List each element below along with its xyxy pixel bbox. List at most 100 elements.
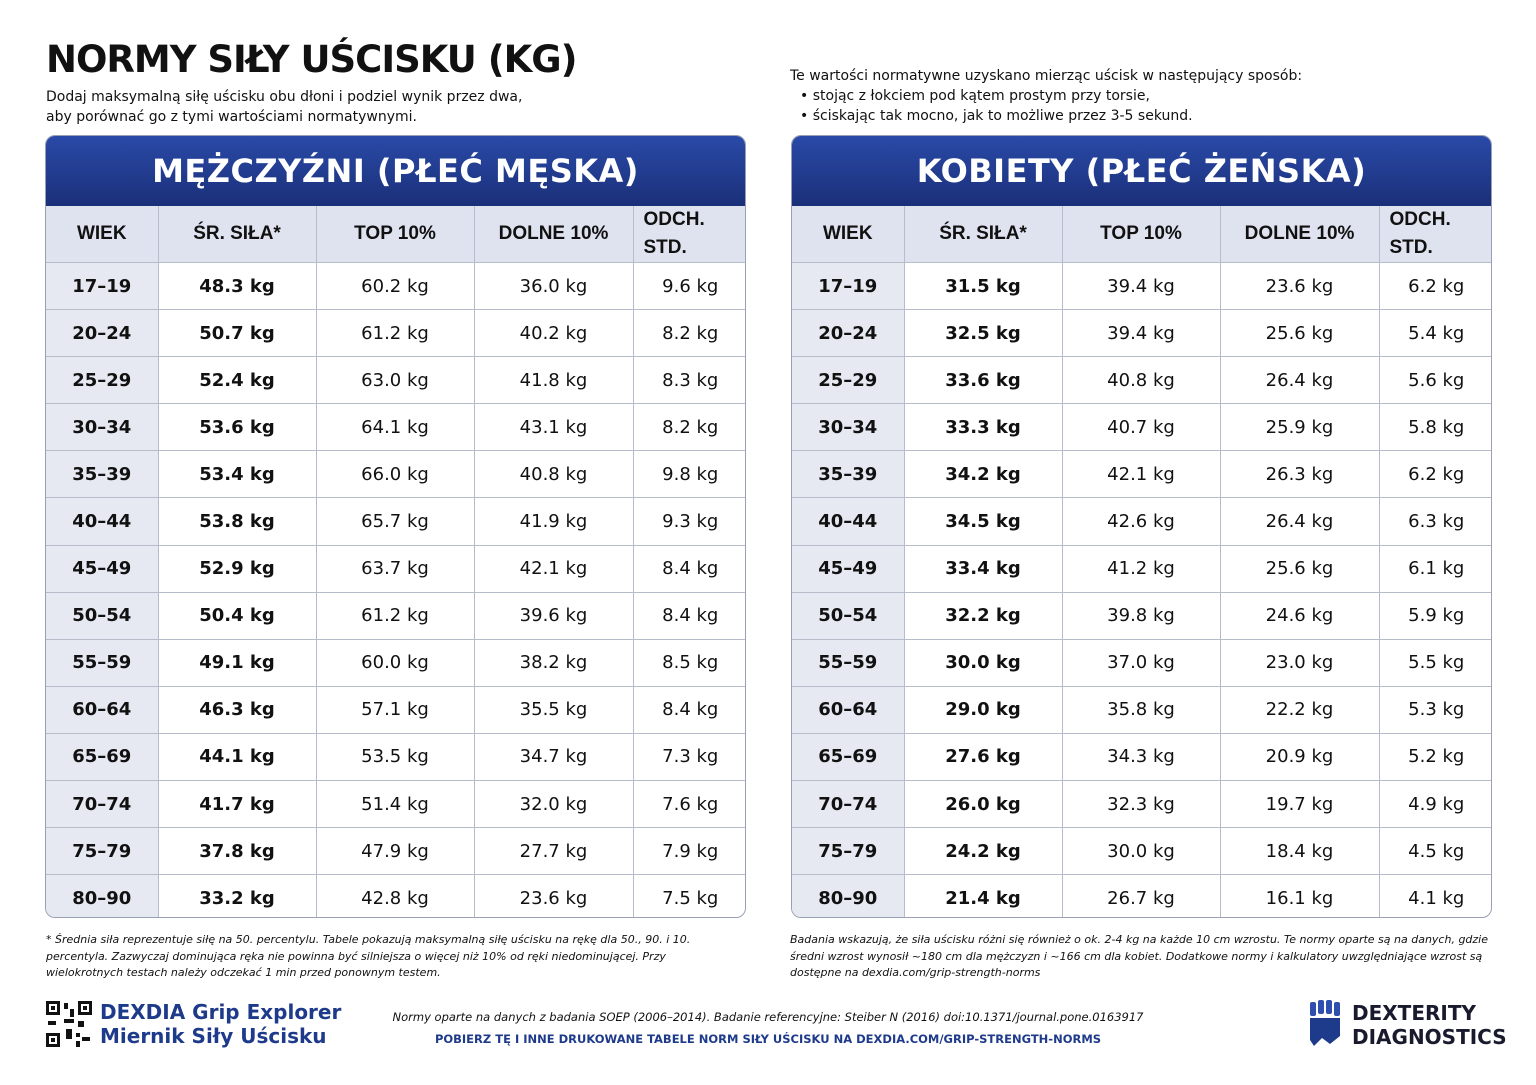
age-cell: 30–34 xyxy=(46,403,159,452)
bottom10-cell: 26.3 kg xyxy=(1220,450,1380,499)
table-row: 17–19 31.5 kg 39.4 kg 23.6 kg 6.2 kg xyxy=(792,262,1491,311)
std-dev-cell: 9.3 kg xyxy=(633,497,745,546)
age-cell: 60–64 xyxy=(792,686,905,734)
table-title: MĘŻCZYŹNI (PŁEĆ MĘSKA) xyxy=(46,136,745,206)
age-cell: 17–19 xyxy=(792,262,905,311)
table-row: 70–74 26.0 kg 32.3 kg 19.7 kg 4.9 kg xyxy=(792,780,1491,829)
table-row: 75–79 37.8 kg 47.9 kg 27.7 kg 7.9 kg xyxy=(46,827,745,876)
footnote-right: Badania wskazują, że siła uścisku różni … xyxy=(790,933,1489,979)
subtitle: Dodaj maksymalną siłę uścisku obu dłoni … xyxy=(46,87,566,127)
download-link[interactable]: POBIERZ TĘ I INNE DRUKOWANE TABELE NORM … xyxy=(434,1032,1102,1046)
bottom10-cell: 25.6 kg xyxy=(1220,309,1380,358)
std-dev-cell: 6.1 kg xyxy=(1379,545,1491,593)
table-row: 50–54 50.4 kg 61.2 kg 39.6 kg 8.4 kg xyxy=(46,592,745,640)
table-row: 65–69 27.6 kg 34.3 kg 20.9 kg 5.2 kg xyxy=(792,733,1491,782)
top10-cell: 60.0 kg xyxy=(316,639,475,687)
table-row: 55–59 30.0 kg 37.0 kg 23.0 kg 5.5 kg xyxy=(792,639,1491,687)
table-row: 80–90 33.2 kg 42.8 kg 23.6 kg 7.5 kg xyxy=(46,874,745,917)
method-intro: Te wartości normatywne uzyskano mierząc … xyxy=(790,68,1303,84)
reference-text: Normy oparte na danych z badania SOEP (2… xyxy=(392,1010,1144,1024)
age-cell: 55–59 xyxy=(46,639,159,687)
table-row: 30–34 53.6 kg 64.1 kg 43.1 kg 8.2 kg xyxy=(46,403,745,452)
age-cell: 45–49 xyxy=(792,545,905,593)
table-row: 25–29 52.4 kg 63.0 kg 41.8 kg 8.3 kg xyxy=(46,356,745,405)
bottom10-cell: 27.7 kg xyxy=(474,827,634,876)
std-dev-cell: 8.5 kg xyxy=(633,639,745,687)
column-header: TOP 10% xyxy=(316,206,475,263)
table-row: 35–39 53.4 kg 66.0 kg 40.8 kg 9.8 kg xyxy=(46,450,745,499)
age-cell: 80–90 xyxy=(792,874,905,917)
avg-strength-cell: 37.8 kg xyxy=(158,827,317,876)
top10-cell: 40.7 kg xyxy=(1062,403,1221,452)
method-description: Te wartości normatywne uzyskano mierząc … xyxy=(790,66,1302,126)
top10-cell: 57.1 kg xyxy=(316,686,475,734)
age-cell: 20–24 xyxy=(792,309,905,358)
table-row: 45–49 33.4 kg 41.2 kg 25.6 kg 6.1 kg xyxy=(792,545,1491,593)
avg-strength-cell: 52.4 kg xyxy=(158,356,317,405)
bottom10-cell: 22.2 kg xyxy=(1220,686,1380,734)
std-dev-cell: 5.4 kg xyxy=(1379,309,1491,358)
bottom10-cell: 39.6 kg xyxy=(474,592,634,640)
avg-strength-cell: 52.9 kg xyxy=(158,545,317,593)
top10-cell: 61.2 kg xyxy=(316,309,475,358)
brand: DEXDIA Grip Explorer Miernik Siły Uścisk… xyxy=(46,1000,341,1048)
top10-cell: 63.7 kg xyxy=(316,545,475,593)
avg-strength-cell: 44.1 kg xyxy=(158,733,317,782)
std-dev-cell: 5.3 kg xyxy=(1379,686,1491,734)
brand-line2: Miernik Siły Uścisku xyxy=(100,1024,327,1048)
table-row: 70–74 41.7 kg 51.4 kg 32.0 kg 7.6 kg xyxy=(46,780,745,829)
dexterity-logo: DEXTERITY DIAGNOSTICS xyxy=(1308,1000,1507,1050)
method-item: stojąc z łokciem pod kątem prostym przy … xyxy=(800,86,1302,106)
age-cell: 20–24 xyxy=(46,309,159,358)
top10-cell: 40.8 kg xyxy=(1062,356,1221,405)
table-row: 50–54 32.2 kg 39.8 kg 24.6 kg 5.9 kg xyxy=(792,592,1491,640)
top10-cell: 39.4 kg xyxy=(1062,309,1221,358)
brand-line1: DEXDIA Grip Explorer xyxy=(100,1000,342,1024)
top10-cell: 37.0 kg xyxy=(1062,639,1221,687)
std-dev-cell: 8.2 kg xyxy=(633,403,745,452)
avg-strength-cell: 33.6 kg xyxy=(904,356,1063,405)
std-dev-cell: 8.3 kg xyxy=(633,356,745,405)
top10-cell: 26.7 kg xyxy=(1062,874,1221,917)
age-cell: 40–44 xyxy=(792,497,905,546)
table-row: 40–44 34.5 kg 42.6 kg 26.4 kg 6.3 kg xyxy=(792,497,1491,546)
top10-cell: 63.0 kg xyxy=(316,356,475,405)
bottom10-cell: 25.9 kg xyxy=(1220,403,1380,452)
age-cell: 70–74 xyxy=(46,780,159,829)
std-dev-cell: 4.9 kg xyxy=(1379,780,1491,829)
bottom10-cell: 23.6 kg xyxy=(1220,262,1380,311)
table-row: 35–39 34.2 kg 42.1 kg 26.3 kg 6.2 kg xyxy=(792,450,1491,499)
std-dev-cell: 5.6 kg xyxy=(1379,356,1491,405)
avg-strength-cell: 33.3 kg xyxy=(904,403,1063,452)
column-header: WIEK xyxy=(792,206,905,263)
bottom10-cell: 35.5 kg xyxy=(474,686,634,734)
avg-strength-cell: 41.7 kg xyxy=(158,780,317,829)
logo-line2: DIAGNOSTICS xyxy=(1352,1025,1507,1049)
bottom10-cell: 40.2 kg xyxy=(474,309,634,358)
bottom10-cell: 38.2 kg xyxy=(474,639,634,687)
std-dev-cell: 5.8 kg xyxy=(1379,403,1491,452)
std-dev-cell: 9.6 kg xyxy=(633,262,745,311)
column-header: WIEK xyxy=(46,206,159,263)
top10-cell: 39.8 kg xyxy=(1062,592,1221,640)
std-dev-cell: 8.2 kg xyxy=(633,309,745,358)
std-dev-cell: 5.2 kg xyxy=(1379,733,1491,782)
bottom10-cell: 34.7 kg xyxy=(474,733,634,782)
top10-cell: 42.6 kg xyxy=(1062,497,1221,546)
bottom10-cell: 36.0 kg xyxy=(474,262,634,311)
qr-code-icon xyxy=(46,1001,92,1047)
table-row: 80–90 21.4 kg 26.7 kg 16.1 kg 4.1 kg xyxy=(792,874,1491,917)
std-dev-cell: 8.4 kg xyxy=(633,592,745,640)
avg-strength-cell: 50.7 kg xyxy=(158,309,317,358)
column-header: DOLNE 10% xyxy=(1220,206,1380,263)
table-row: 20–24 32.5 kg 39.4 kg 25.6 kg 5.4 kg xyxy=(792,309,1491,358)
std-dev-cell: 4.5 kg xyxy=(1379,827,1491,876)
avg-strength-cell: 53.4 kg xyxy=(158,450,317,499)
logo-line1: DEXTERITY xyxy=(1352,1001,1476,1025)
top10-cell: 61.2 kg xyxy=(316,592,475,640)
age-cell: 50–54 xyxy=(46,592,159,640)
bottom10-cell: 20.9 kg xyxy=(1220,733,1380,782)
bottom10-cell: 42.1 kg xyxy=(474,545,634,593)
avg-strength-cell: 33.2 kg xyxy=(158,874,317,917)
age-cell: 35–39 xyxy=(792,450,905,499)
